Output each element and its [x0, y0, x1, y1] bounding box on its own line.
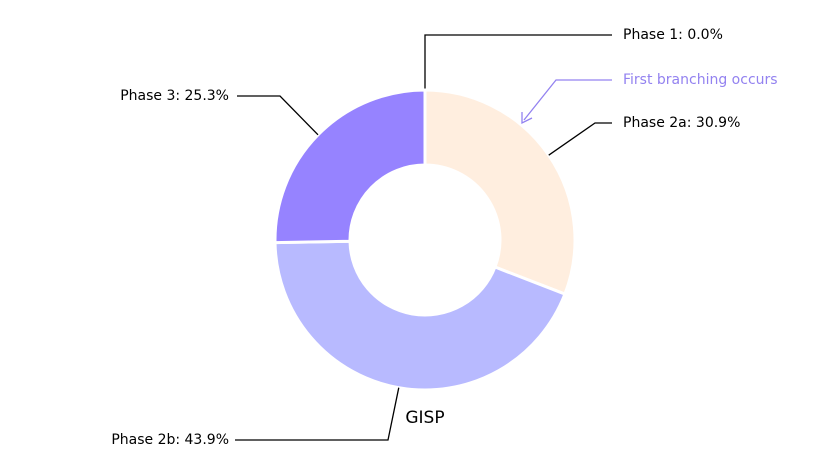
donut-slice [423, 88, 577, 297]
donut-slice [273, 239, 567, 392]
x-axis-label: GISP [405, 408, 444, 428]
leader-line [424, 34, 612, 90]
annotation-arrowhead [521, 112, 533, 125]
leader-line [235, 387, 400, 441]
slice-label: Phase 2b: 43.9% [111, 432, 229, 448]
annotation: First branching occurs [623, 72, 778, 88]
slice-label: Phase 2a: 30.9% [623, 115, 740, 131]
donut-slice [273, 88, 427, 245]
annotation-arrow [523, 79, 612, 121]
slice-label: Phase 3: 25.3% [120, 88, 229, 104]
leader-line [548, 122, 612, 156]
slice-label: Phase 1: 0.0% [623, 27, 723, 43]
leader-line [237, 95, 319, 136]
